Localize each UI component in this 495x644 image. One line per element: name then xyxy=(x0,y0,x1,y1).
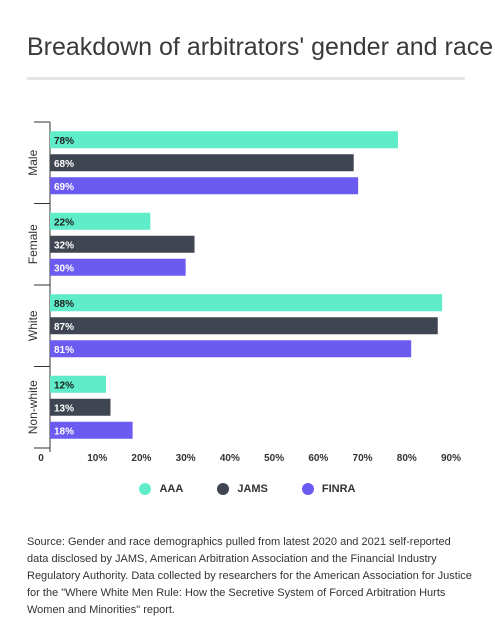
data-label: 69% xyxy=(54,182,74,193)
bar xyxy=(50,340,412,358)
legend-swatch xyxy=(139,483,152,495)
bar xyxy=(50,317,438,335)
data-label: 22% xyxy=(54,217,74,228)
bar xyxy=(50,294,443,312)
category-label: Female xyxy=(26,224,40,264)
x-tick-label: 60% xyxy=(308,453,328,464)
legend-label: AAA xyxy=(159,483,184,495)
bar xyxy=(50,154,354,172)
x-tick-label: 80% xyxy=(397,453,417,464)
data-label: 30% xyxy=(54,263,74,274)
bar xyxy=(50,421,133,439)
data-label: 81% xyxy=(54,345,74,356)
data-label: 78% xyxy=(54,136,74,147)
x-tick-label: 0 xyxy=(38,453,44,464)
chart-title: Breakdown of arbitrators' gender and rac… xyxy=(27,33,494,61)
bar xyxy=(50,212,151,230)
bar xyxy=(50,398,111,416)
legend-swatch xyxy=(301,483,314,495)
data-label: 12% xyxy=(54,380,74,391)
data-label: 87% xyxy=(54,322,74,333)
legend-item: AAA xyxy=(139,483,183,495)
bar xyxy=(50,131,398,149)
x-tick-label: 50% xyxy=(264,453,284,464)
legend-item: JAMS xyxy=(217,483,268,495)
legend-label: JAMS xyxy=(237,483,268,495)
data-label: 88% xyxy=(54,299,74,310)
chart-legend: AAA JAMS FINRA xyxy=(0,483,495,495)
title-divider xyxy=(27,77,465,80)
bar-chart: Male 78% 68% 69% Female 22% 32% 30% White 88% 87% 8… xyxy=(26,121,461,464)
x-tick-label: 20% xyxy=(131,453,151,464)
x-tick-label: 90% xyxy=(441,453,461,464)
bar xyxy=(50,235,195,253)
legend-item: FINRA xyxy=(301,483,356,495)
x-tick-label: 10% xyxy=(87,453,107,464)
category-label: Non-white xyxy=(26,380,40,434)
category-label: Male xyxy=(26,149,40,175)
data-label: 32% xyxy=(54,240,74,251)
x-tick-label: 30% xyxy=(176,453,196,464)
category-label: White xyxy=(26,310,40,341)
data-label: 68% xyxy=(54,159,74,170)
x-tick-label: 70% xyxy=(353,453,373,464)
bar xyxy=(50,177,359,195)
bar xyxy=(50,258,186,276)
source-note: Source: Gender and race demographics pul… xyxy=(27,536,472,616)
legend-label: FINRA xyxy=(321,483,356,495)
x-tick-label: 40% xyxy=(220,453,240,464)
legend-swatch xyxy=(217,483,230,495)
data-label: 13% xyxy=(54,403,74,414)
data-label: 18% xyxy=(54,426,74,437)
bar xyxy=(50,375,107,393)
